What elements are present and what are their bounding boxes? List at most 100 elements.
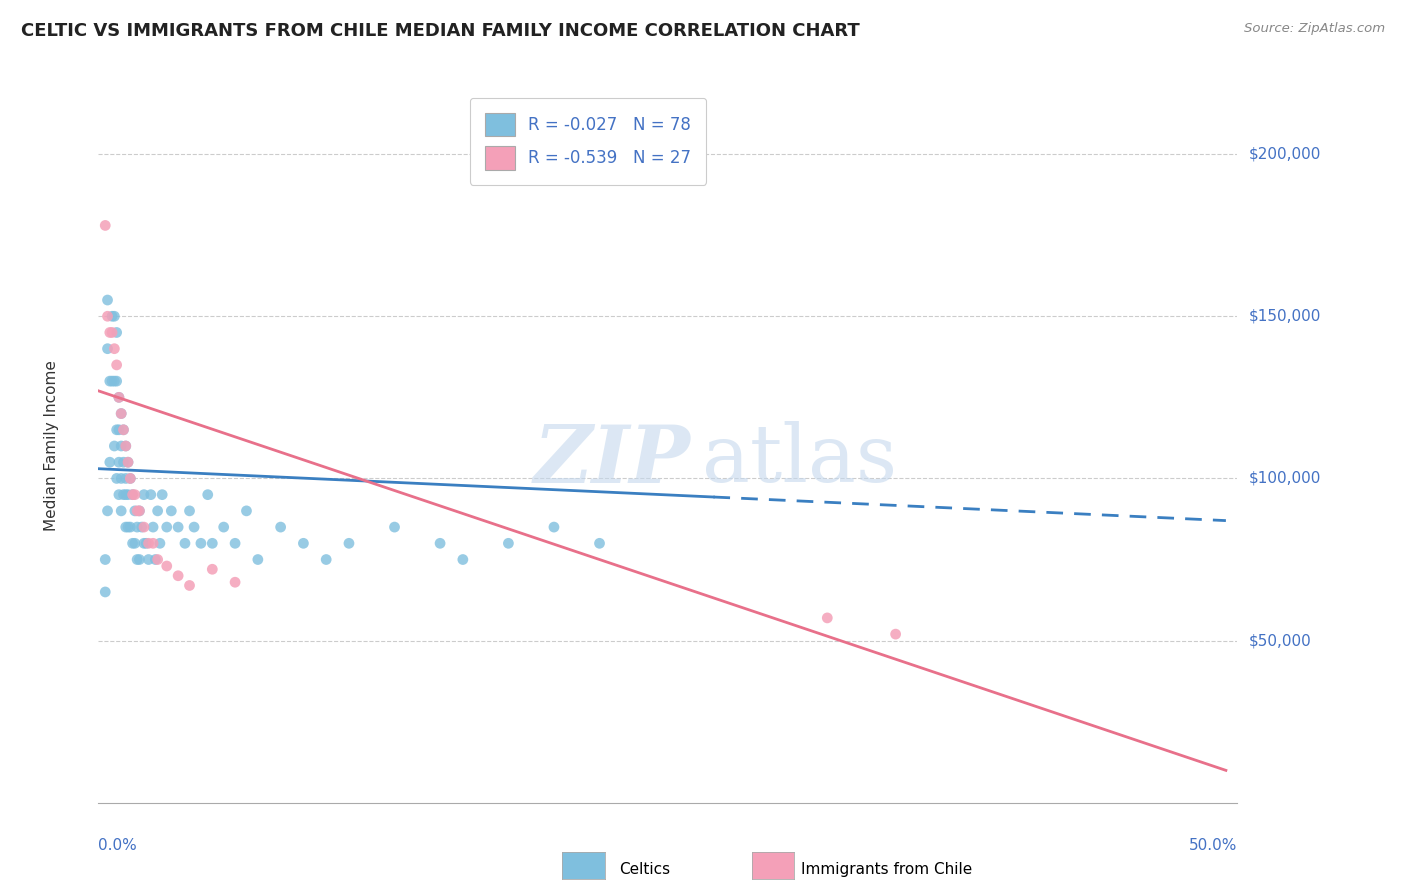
Point — [167, 520, 190, 534]
Point — [142, 520, 165, 534]
Point — [146, 552, 169, 566]
Point — [142, 536, 165, 550]
Point — [124, 536, 146, 550]
Point — [114, 439, 136, 453]
Point — [179, 504, 201, 518]
Point — [110, 439, 132, 453]
Point — [128, 504, 150, 518]
Text: $100,000: $100,000 — [1249, 471, 1320, 486]
Point — [121, 536, 143, 550]
Point — [103, 310, 125, 324]
Point — [94, 219, 117, 233]
Point — [197, 488, 219, 502]
Text: Immigrants from Chile: Immigrants from Chile — [801, 863, 973, 877]
Point — [160, 504, 183, 518]
Point — [292, 536, 315, 550]
Point — [112, 423, 135, 437]
Point — [384, 520, 406, 534]
Point — [112, 455, 135, 469]
Point — [110, 407, 132, 421]
Text: $50,000: $50,000 — [1249, 633, 1312, 648]
Point — [315, 552, 337, 566]
Point — [96, 504, 118, 518]
Point — [138, 536, 160, 550]
Point — [246, 552, 269, 566]
Point — [128, 552, 150, 566]
Point — [117, 455, 139, 469]
Point — [138, 552, 160, 566]
Point — [167, 568, 190, 582]
Point — [132, 520, 155, 534]
Point — [110, 504, 132, 518]
Point — [145, 552, 167, 566]
Point — [121, 488, 143, 502]
Point — [105, 374, 128, 388]
Text: CELTIC VS IMMIGRANTS FROM CHILE MEDIAN FAMILY INCOME CORRELATION CHART: CELTIC VS IMMIGRANTS FROM CHILE MEDIAN F… — [21, 22, 860, 40]
Point — [124, 488, 146, 502]
Legend: R = -0.027   N = 78, R = -0.539   N = 27: R = -0.027 N = 78, R = -0.539 N = 27 — [470, 97, 706, 185]
Point — [815, 611, 838, 625]
Point — [150, 488, 173, 502]
Point — [108, 455, 131, 469]
Point — [108, 488, 131, 502]
Point — [451, 552, 474, 566]
Text: Median Family Income: Median Family Income — [44, 360, 59, 532]
Point — [103, 342, 125, 356]
Point — [94, 552, 117, 566]
Point — [135, 536, 157, 550]
Text: ZIP: ZIP — [534, 422, 690, 499]
Point — [588, 536, 610, 550]
Point — [156, 559, 179, 574]
Point — [112, 423, 135, 437]
Point — [98, 374, 121, 388]
Point — [127, 520, 149, 534]
Point — [224, 536, 246, 550]
Point — [110, 407, 132, 421]
Point — [105, 423, 128, 437]
Point — [112, 488, 135, 502]
Point — [127, 552, 149, 566]
Point — [120, 520, 142, 534]
Point — [498, 536, 520, 550]
Point — [94, 585, 117, 599]
Point — [114, 488, 136, 502]
Point — [117, 488, 139, 502]
Point — [235, 504, 257, 518]
Point — [114, 471, 136, 485]
Point — [139, 488, 162, 502]
Point — [146, 504, 169, 518]
Point — [101, 310, 124, 324]
Point — [212, 520, 235, 534]
Text: $200,000: $200,000 — [1249, 146, 1320, 161]
Point — [101, 374, 124, 388]
Point — [101, 326, 124, 340]
Point — [149, 536, 172, 550]
Point — [179, 578, 201, 592]
Point — [108, 390, 131, 404]
Point — [156, 520, 179, 534]
Point — [96, 293, 118, 307]
Point — [543, 520, 565, 534]
Point — [117, 455, 139, 469]
Point — [174, 536, 197, 550]
Point — [110, 471, 132, 485]
Point — [114, 520, 136, 534]
Point — [270, 520, 292, 534]
Point — [132, 536, 155, 550]
Point — [131, 520, 153, 534]
Text: $150,000: $150,000 — [1249, 309, 1320, 324]
Point — [98, 455, 121, 469]
Text: 0.0%: 0.0% — [98, 838, 138, 854]
Point — [105, 326, 128, 340]
Point — [337, 536, 360, 550]
Point — [127, 504, 149, 518]
Point — [108, 423, 131, 437]
Point — [224, 575, 246, 590]
Point — [190, 536, 212, 550]
Point — [98, 326, 121, 340]
Point — [103, 439, 125, 453]
Point — [105, 471, 128, 485]
Point — [132, 488, 155, 502]
Point — [117, 520, 139, 534]
Point — [124, 504, 146, 518]
